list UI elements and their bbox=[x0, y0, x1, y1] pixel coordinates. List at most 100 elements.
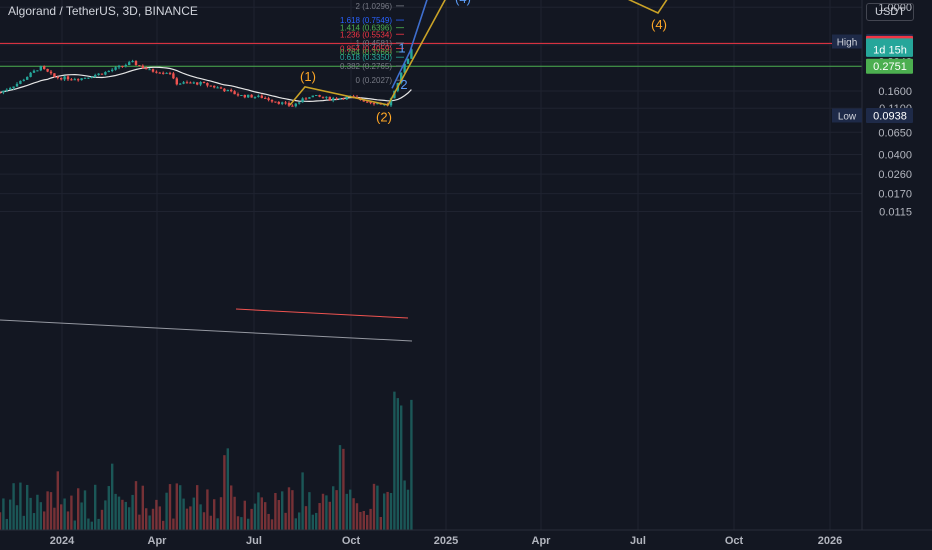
candle-body bbox=[29, 72, 32, 77]
volume-bar bbox=[281, 491, 284, 530]
candle-body bbox=[291, 105, 294, 107]
price-axis[interactable]: 51.000033.500022.500014.50009.50006.5000… bbox=[861, 0, 912, 530]
price-tag-label: High bbox=[837, 38, 858, 49]
volume-bar bbox=[32, 513, 36, 530]
candle-body bbox=[338, 98, 342, 100]
candle-body bbox=[189, 82, 192, 84]
volume-bar bbox=[77, 488, 80, 530]
volume-bar bbox=[379, 517, 382, 530]
volume-bar bbox=[189, 506, 192, 530]
wave-label: (2) bbox=[376, 110, 392, 125]
currency-selector[interactable]: USDT bbox=[866, 3, 914, 21]
volume-bar bbox=[403, 480, 406, 530]
volume-bar bbox=[168, 484, 172, 530]
wave-label: (4) bbox=[455, 0, 471, 6]
volume-bar bbox=[338, 445, 342, 530]
candle-body bbox=[94, 75, 97, 77]
volume-bar bbox=[162, 520, 165, 530]
candle-body bbox=[53, 73, 56, 77]
candle-body bbox=[73, 79, 76, 81]
price-tag-label: Low bbox=[838, 111, 857, 122]
volume-bar bbox=[236, 516, 240, 530]
price-axis-label: 0.0650 bbox=[878, 127, 912, 139]
price-tag-value: 1d 15h bbox=[873, 44, 907, 56]
candle-body bbox=[366, 101, 369, 103]
volume-bar bbox=[304, 506, 308, 530]
volume-bar bbox=[400, 405, 403, 530]
candle-body bbox=[284, 102, 287, 104]
time-axis-label: Jul bbox=[246, 535, 262, 547]
candle-body bbox=[209, 85, 212, 87]
candle-body bbox=[185, 82, 189, 84]
volume-bar bbox=[335, 490, 338, 530]
volume-bar bbox=[97, 518, 100, 530]
fib-extension-levels: 5.618 (19.4631)3.618 (3.8332)3 (2.3201)2… bbox=[340, 2, 404, 85]
candle-body bbox=[70, 79, 73, 81]
candle-body bbox=[90, 76, 93, 78]
candle-body bbox=[63, 76, 66, 80]
volume-bar bbox=[247, 518, 250, 530]
volume-bar bbox=[131, 494, 134, 530]
candle-body bbox=[179, 83, 182, 85]
volume-bar bbox=[301, 472, 304, 530]
fib-level-label: 0.618 (0.3350) bbox=[340, 53, 392, 62]
price-tag-box bbox=[866, 41, 913, 57]
candle-body bbox=[304, 98, 308, 100]
volume-bar bbox=[328, 501, 331, 530]
candle-body bbox=[332, 98, 335, 101]
volume-bar bbox=[56, 471, 59, 530]
candle-body bbox=[400, 72, 403, 83]
volume-bar bbox=[192, 497, 195, 530]
volume-bar bbox=[26, 484, 29, 530]
candle-body bbox=[66, 76, 70, 80]
candle-body bbox=[100, 73, 104, 75]
volume-bar bbox=[138, 514, 141, 530]
volume-bar bbox=[230, 485, 233, 530]
candle-body bbox=[270, 100, 274, 102]
candle-body bbox=[22, 79, 25, 81]
candle-body bbox=[311, 95, 314, 98]
price-tag-label-box bbox=[832, 34, 862, 49]
candle-body bbox=[216, 87, 219, 89]
candle-body bbox=[260, 95, 263, 98]
volume-bar bbox=[291, 490, 294, 530]
volume-bar bbox=[369, 508, 372, 530]
candle-body bbox=[199, 81, 202, 85]
volume-bar bbox=[366, 514, 369, 530]
volume-bar bbox=[53, 507, 56, 530]
volume-bar bbox=[60, 504, 63, 530]
volume-bar bbox=[66, 511, 70, 530]
volume-bar bbox=[349, 489, 352, 530]
volume-bar bbox=[43, 511, 46, 530]
candle-body bbox=[389, 98, 393, 106]
volume-bar bbox=[148, 515, 151, 530]
candle-body bbox=[294, 103, 297, 107]
volume-bar bbox=[80, 502, 83, 530]
price-tag-label-box bbox=[832, 108, 862, 123]
candle-body bbox=[165, 72, 168, 74]
volume-bar bbox=[196, 485, 199, 530]
volume-bar bbox=[270, 519, 274, 530]
time-axis[interactable]: 2024 Apr Jul Oct 2025 Apr Jul Oct 2026 bbox=[0, 529, 932, 547]
volume-bar bbox=[226, 448, 229, 530]
candle-body bbox=[281, 102, 284, 104]
candle-body bbox=[403, 63, 406, 73]
price-tag-box bbox=[866, 107, 913, 123]
volume-bar bbox=[243, 500, 246, 530]
candle-body bbox=[0, 92, 2, 94]
candle-body bbox=[369, 101, 372, 104]
candle-body bbox=[97, 73, 100, 76]
candle-body bbox=[264, 97, 267, 99]
volume-bar bbox=[158, 506, 161, 530]
volume-bar bbox=[216, 518, 219, 530]
fib-level-label: 0 (0.2027) bbox=[356, 76, 393, 85]
price-tags: 19.46315.00002.99002.9000High0.47220.453… bbox=[832, 34, 913, 123]
primary-wave-path bbox=[289, 0, 668, 106]
candle-body bbox=[175, 78, 178, 85]
candle-body bbox=[5, 89, 8, 91]
candle-body bbox=[151, 69, 155, 72]
candle-body bbox=[182, 82, 185, 84]
candle-body bbox=[287, 102, 291, 106]
wave-label: (1) bbox=[300, 69, 316, 84]
